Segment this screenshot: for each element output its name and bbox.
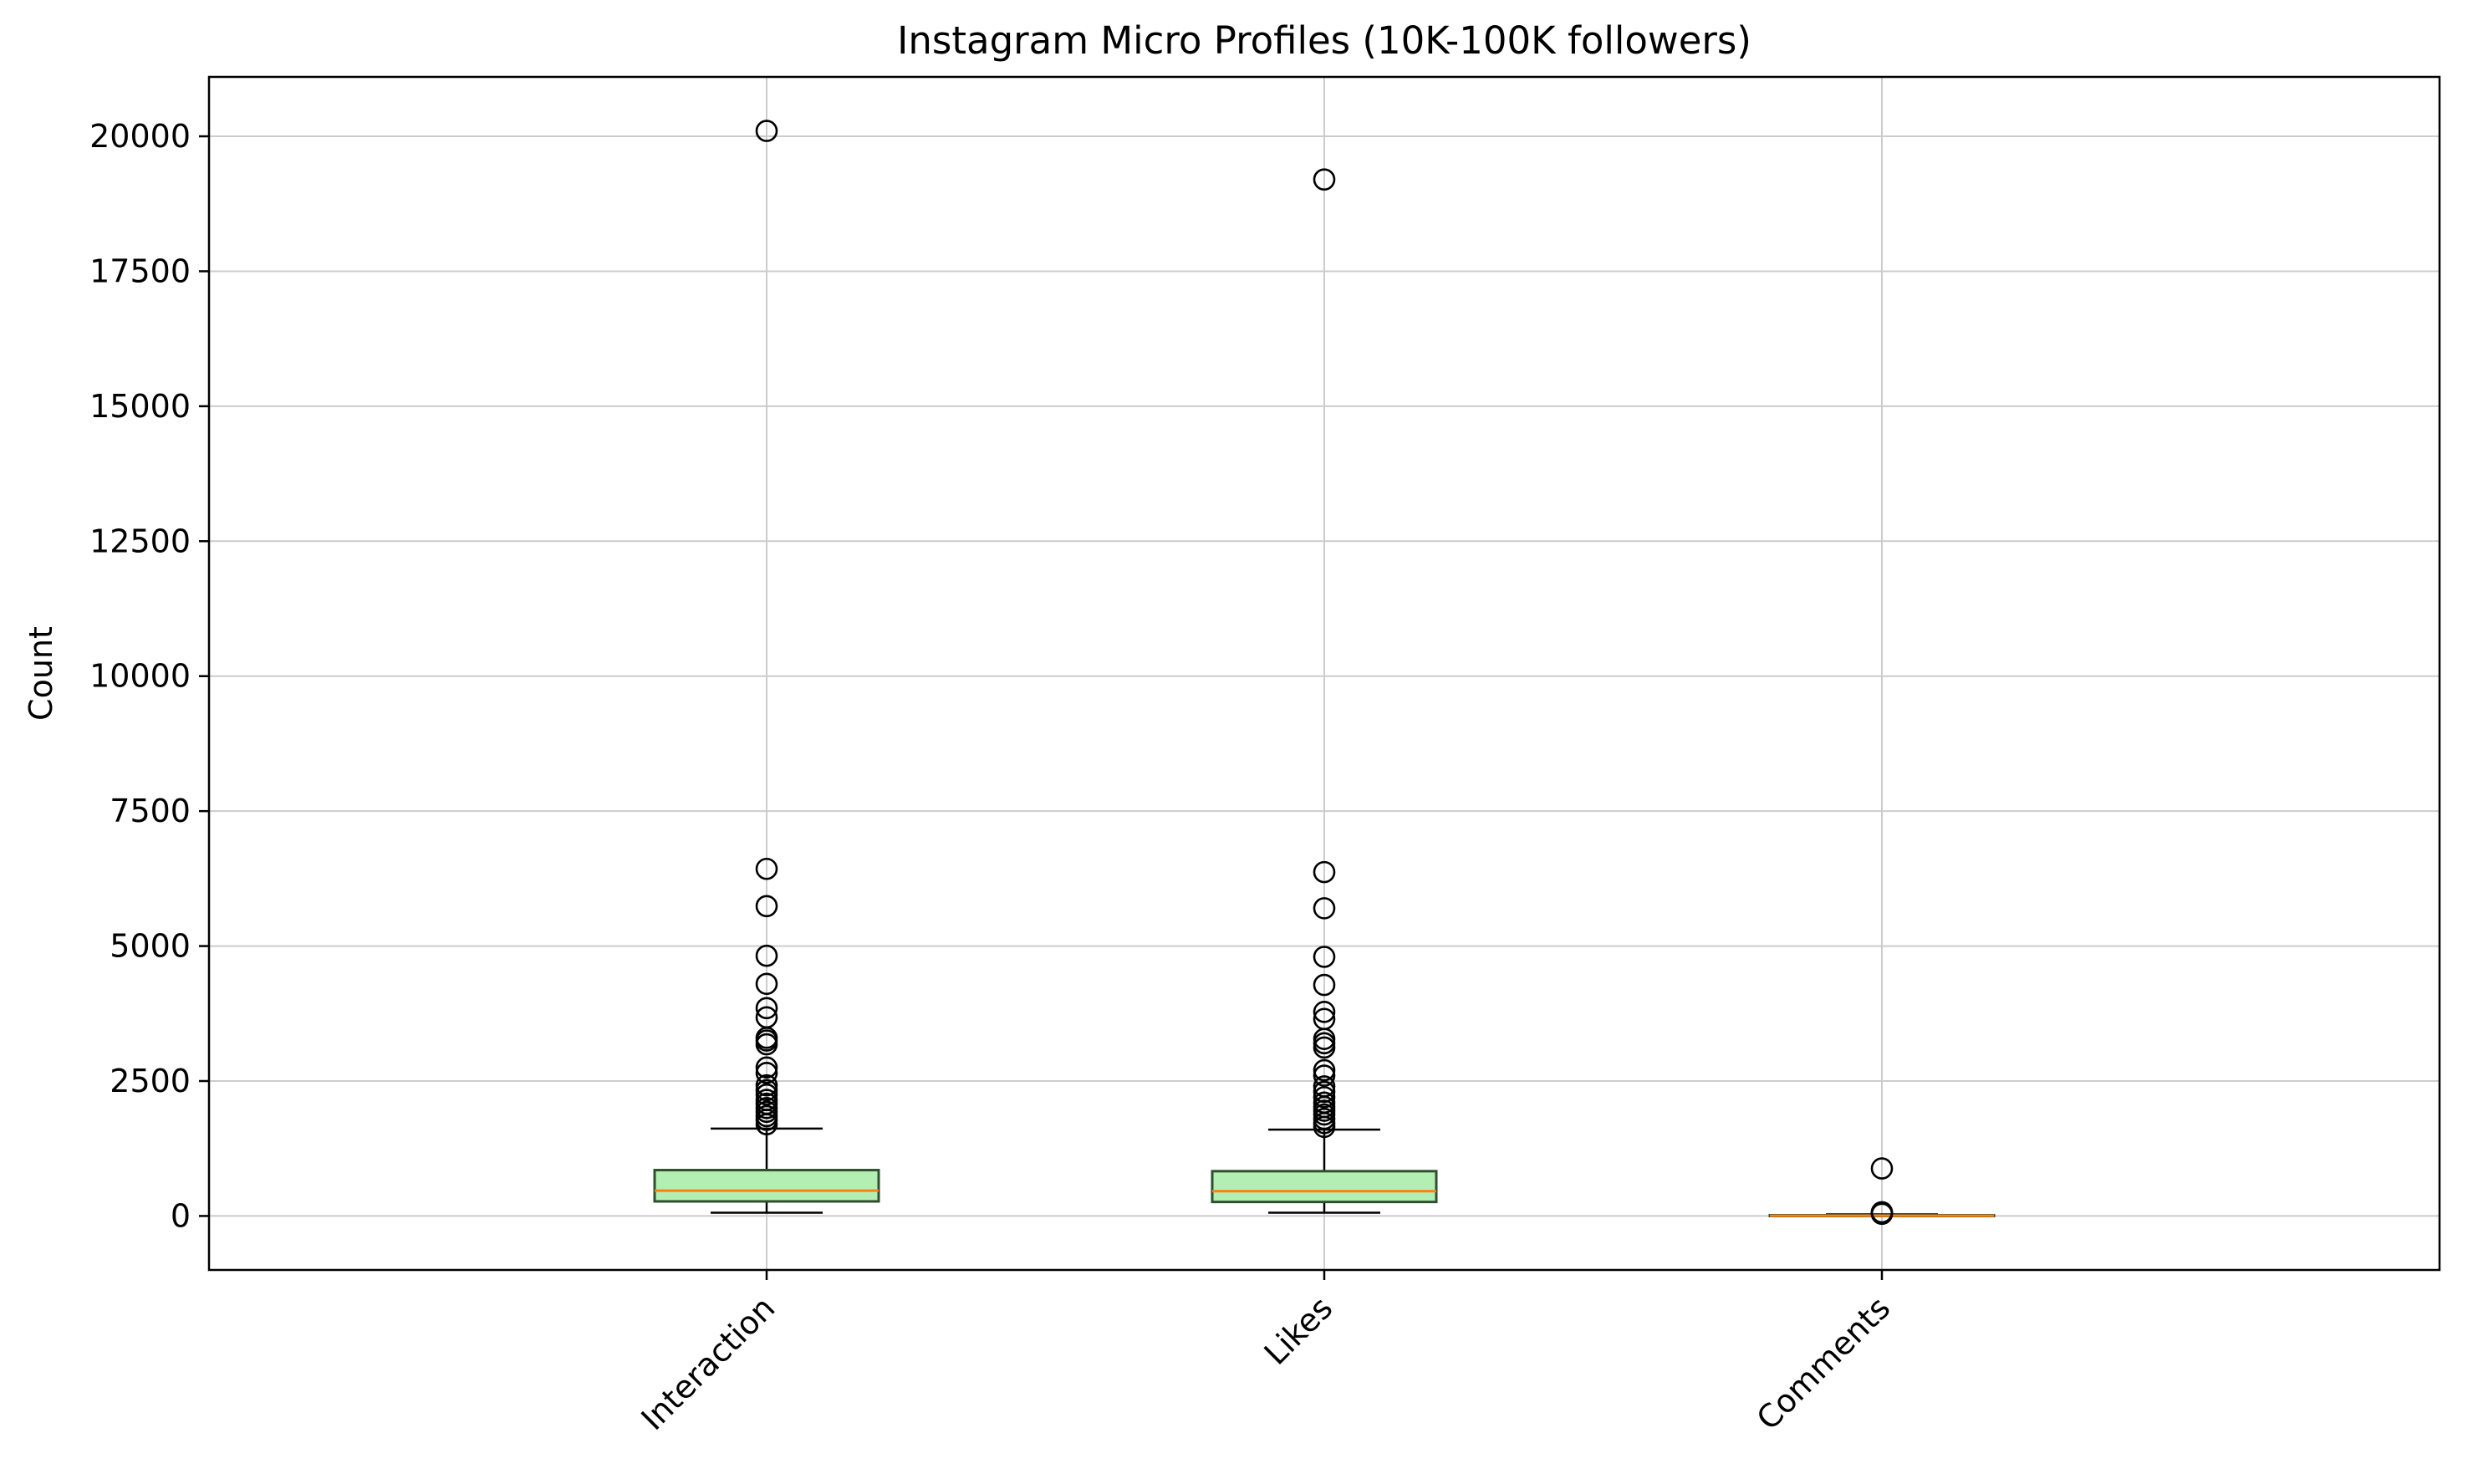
outlier-point	[755, 1079, 778, 1102]
outlier-point	[1313, 1001, 1336, 1023]
y-tick-label: 12500	[89, 523, 191, 559]
y-tick-label: 7500	[110, 793, 191, 829]
iqr-box	[1211, 1170, 1438, 1204]
outlier-point	[1870, 1201, 1894, 1224]
outlier-point	[755, 1062, 778, 1084]
chart-title: Instagram Micro Profiles (10K-100K follo…	[897, 18, 1751, 63]
outlier-point	[1313, 1080, 1336, 1104]
outlier-point	[755, 1073, 778, 1097]
outlier-point	[755, 997, 778, 1020]
iqr-box	[653, 1169, 880, 1203]
outlier-point	[755, 972, 778, 996]
outlier-point	[755, 857, 778, 880]
box-group	[653, 120, 880, 1214]
y-tick-label: 17500	[89, 252, 191, 289]
outlier-point	[755, 944, 778, 967]
outlier-point	[1313, 897, 1336, 920]
y-axis-label: Count	[23, 626, 59, 721]
outlier-point	[755, 895, 778, 918]
outlier-point	[755, 1089, 778, 1111]
outlier-point	[1313, 168, 1336, 191]
outlier-point	[1313, 1058, 1336, 1082]
outlier-point	[1313, 860, 1336, 884]
outlier-point	[755, 1056, 778, 1079]
grid-layer	[209, 77, 2440, 1270]
outlier-point	[1313, 946, 1336, 968]
box-group	[1211, 168, 1438, 1214]
y-tick-label: 20000	[89, 118, 191, 155]
outlier-point	[1313, 1064, 1336, 1087]
outlier-point	[1870, 1157, 1894, 1180]
outlier-point	[755, 120, 778, 142]
outlier-point	[1313, 1091, 1336, 1114]
y-tick-label: 5000	[110, 928, 191, 965]
y-tick-label: 2500	[110, 1063, 191, 1099]
outlier-point	[1313, 1075, 1336, 1098]
y-tick-label: 10000	[89, 658, 191, 695]
y-tick-label: 15000	[89, 388, 191, 425]
outlier-point	[1313, 1007, 1336, 1031]
outlier-point	[1313, 973, 1336, 997]
outlier-point	[1313, 1086, 1336, 1109]
box-layer	[653, 120, 1996, 1226]
outlier-point	[755, 1006, 778, 1029]
y-tick-label: 0	[171, 1197, 191, 1234]
box-group	[1768, 1157, 1996, 1226]
